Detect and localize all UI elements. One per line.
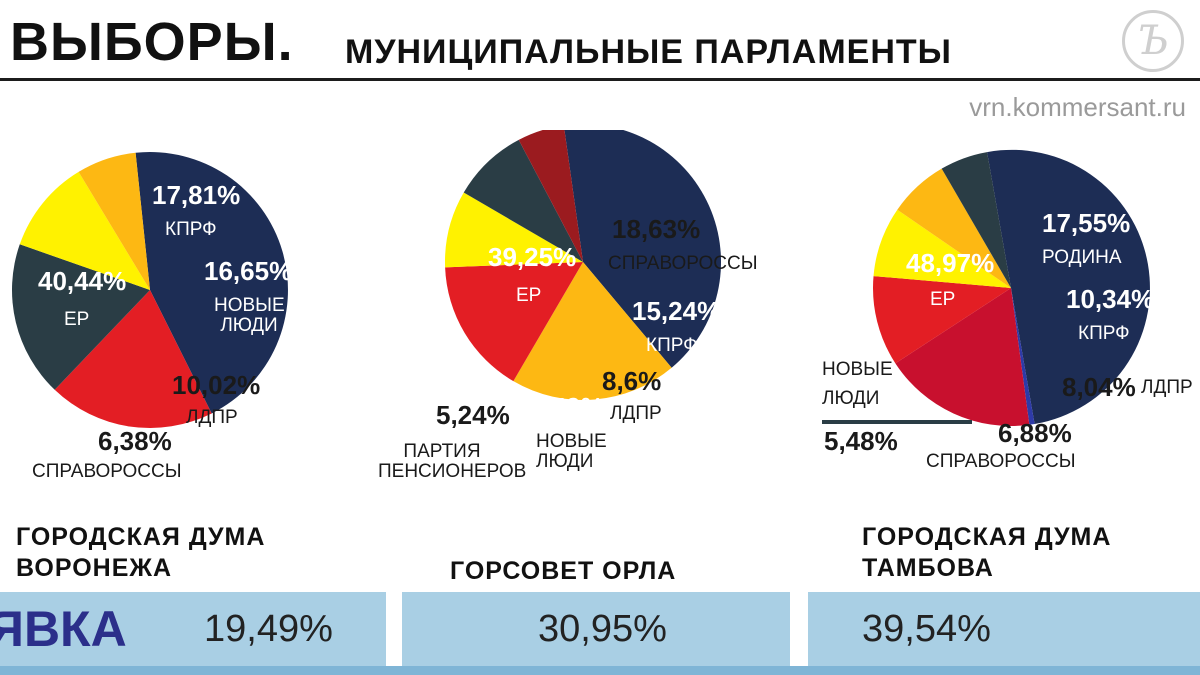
turnout-label: ЯВКА: [0, 601, 127, 657]
tmb-label-ldpr-pct: 8,04%: [1062, 372, 1136, 402]
pie-slice-vrn-ldpr: [19, 171, 151, 290]
vrn-label-ldpr-pct: 10,02%: [172, 370, 261, 400]
orl-label-kprf-name: КПРФ: [646, 335, 698, 356]
pie-slice-tmb-er: [987, 149, 1150, 424]
tmb-label-nl-pct: 5,48%: [824, 426, 898, 456]
pie-slice-tmb-sr: [897, 168, 1011, 288]
orl-label-nl-pct: 8,49%: [530, 392, 604, 422]
tmb-label-kprf-pct: 10,34%: [1066, 284, 1155, 314]
vrn-label-sr-pct: 6,38%: [98, 426, 172, 456]
pie-slice-tmb-gap: [1011, 288, 1035, 425]
pie-slice-vrn-er: [135, 152, 288, 414]
orl-label-nl-name: НОВЫЕ ЛЮДИ: [536, 431, 607, 472]
vrn-label-nl-pct: 16,65%: [204, 256, 293, 286]
chart-title-voronezh: ГОРОДСКАЯ ДУМА ВОРОНЕЖА: [16, 523, 266, 582]
pie-slice-vrn-sr: [78, 152, 150, 290]
tmb-label-kprf-name: КПРФ: [1078, 323, 1130, 344]
orl-label-pp-name: ПАРТИЯ ПЕНСИОНЕРОВ: [378, 441, 527, 482]
turnout-bottom-strip: [0, 666, 1200, 675]
tmb-label-er-pct: 48,97%: [906, 248, 995, 278]
tmb-label-sr-pct: 6,88%: [998, 418, 1072, 448]
orl-label-er-name: ЕР: [516, 285, 542, 306]
turnout-value-voronezh: 19,49%: [204, 608, 333, 650]
tmb-label-rodina-pct: 17,55%: [1042, 208, 1131, 238]
kommersant-logo: Ъ: [1122, 10, 1184, 72]
vrn-label-kprf-pct: 17,81%: [152, 180, 241, 210]
pie-slice-vrn-nl: [11, 244, 150, 390]
orl-label-kprf-pct: 15,24%: [632, 296, 721, 326]
chart-title-orel: ГОРСОВЕТ ОРЛА: [450, 557, 677, 585]
pie-slice-tmb-rod: [895, 288, 1030, 426]
vrn-label-kprf-name: КПРФ: [165, 219, 217, 240]
pie-slice-tmb-ldpr: [873, 209, 1011, 288]
orl-label-ldpr-pct: 8,6%: [602, 366, 662, 396]
pie-slice-orl-pp: [518, 130, 583, 262]
header: ВЫБОРЫ. МУНИЦИПАЛЬНЫЕ ПАРЛАМЕНТЫ Ъ: [0, 0, 1200, 81]
header-divider: [0, 78, 1200, 81]
orl-label-sr-name: СПРАВОРОССЫ: [608, 253, 758, 274]
pie-charts: [11, 130, 1150, 428]
turnout-bar-orel: [402, 592, 790, 666]
page-subtitle: МУНИЦИПАЛЬНЫЕ ПАРЛАМЕНТЫ: [345, 33, 952, 71]
page-title: ВЫБОРЫ.: [10, 12, 294, 72]
turnout-value-tambov: 39,54%: [862, 608, 991, 650]
tmb-label-er-name: ЕР: [930, 289, 956, 310]
orl-label-pp-pct: 5,24%: [436, 400, 510, 430]
tmb-label-ldpr-name: ЛДПР: [1141, 377, 1193, 398]
orl-label-er-pct: 39,25%: [488, 242, 577, 272]
tmb-label-nl-name: НОВЫЕ ЛЮДИ: [822, 359, 893, 409]
pie-slice-orl-er: [564, 130, 721, 368]
pie-slice-tmb-kprf: [873, 276, 1011, 364]
pie-slice-orl-nl: [463, 139, 583, 262]
vrn-label-ldpr-name: ЛДПР: [186, 407, 238, 428]
pie-slice-orl-sr: [513, 262, 672, 401]
chart-title-tambov: ГОРОДСКАЯ ДУМА ТАМБОВА: [862, 523, 1112, 582]
vrn-label-sr-name: СПРАВОРОССЫ: [32, 461, 182, 482]
vrn-label-er-name: ЕР: [64, 309, 90, 330]
tmb-label-sr-name: СПРАВОРОССЫ: [926, 451, 1076, 472]
tmb-nl-leader-line: [822, 420, 972, 424]
vrn-label-er-pct: 40,44%: [38, 266, 127, 296]
pie-slice-orl-kprf: [445, 262, 583, 382]
orl-label-sr-pct: 18,63%: [612, 214, 701, 244]
pie-slice-vrn-kprf: [54, 290, 212, 428]
pie-slice-orl-ldpr: [444, 192, 583, 268]
vrn-label-nl-name: НОВЫЕ ЛЮДИ: [214, 295, 285, 336]
tmb-label-rodina-name: РОДИНА: [1042, 247, 1122, 268]
turnout-value-orel: 30,95%: [538, 608, 667, 650]
source-credit: vrn.kommersant.ru: [969, 92, 1186, 122]
turnout-bar-voronezh: [0, 592, 386, 666]
pie-slice-tmb-nl: [941, 152, 1011, 288]
turnout-bar-tambov: [808, 592, 1200, 666]
orl-label-ldpr-name: ЛДПР: [610, 403, 662, 424]
